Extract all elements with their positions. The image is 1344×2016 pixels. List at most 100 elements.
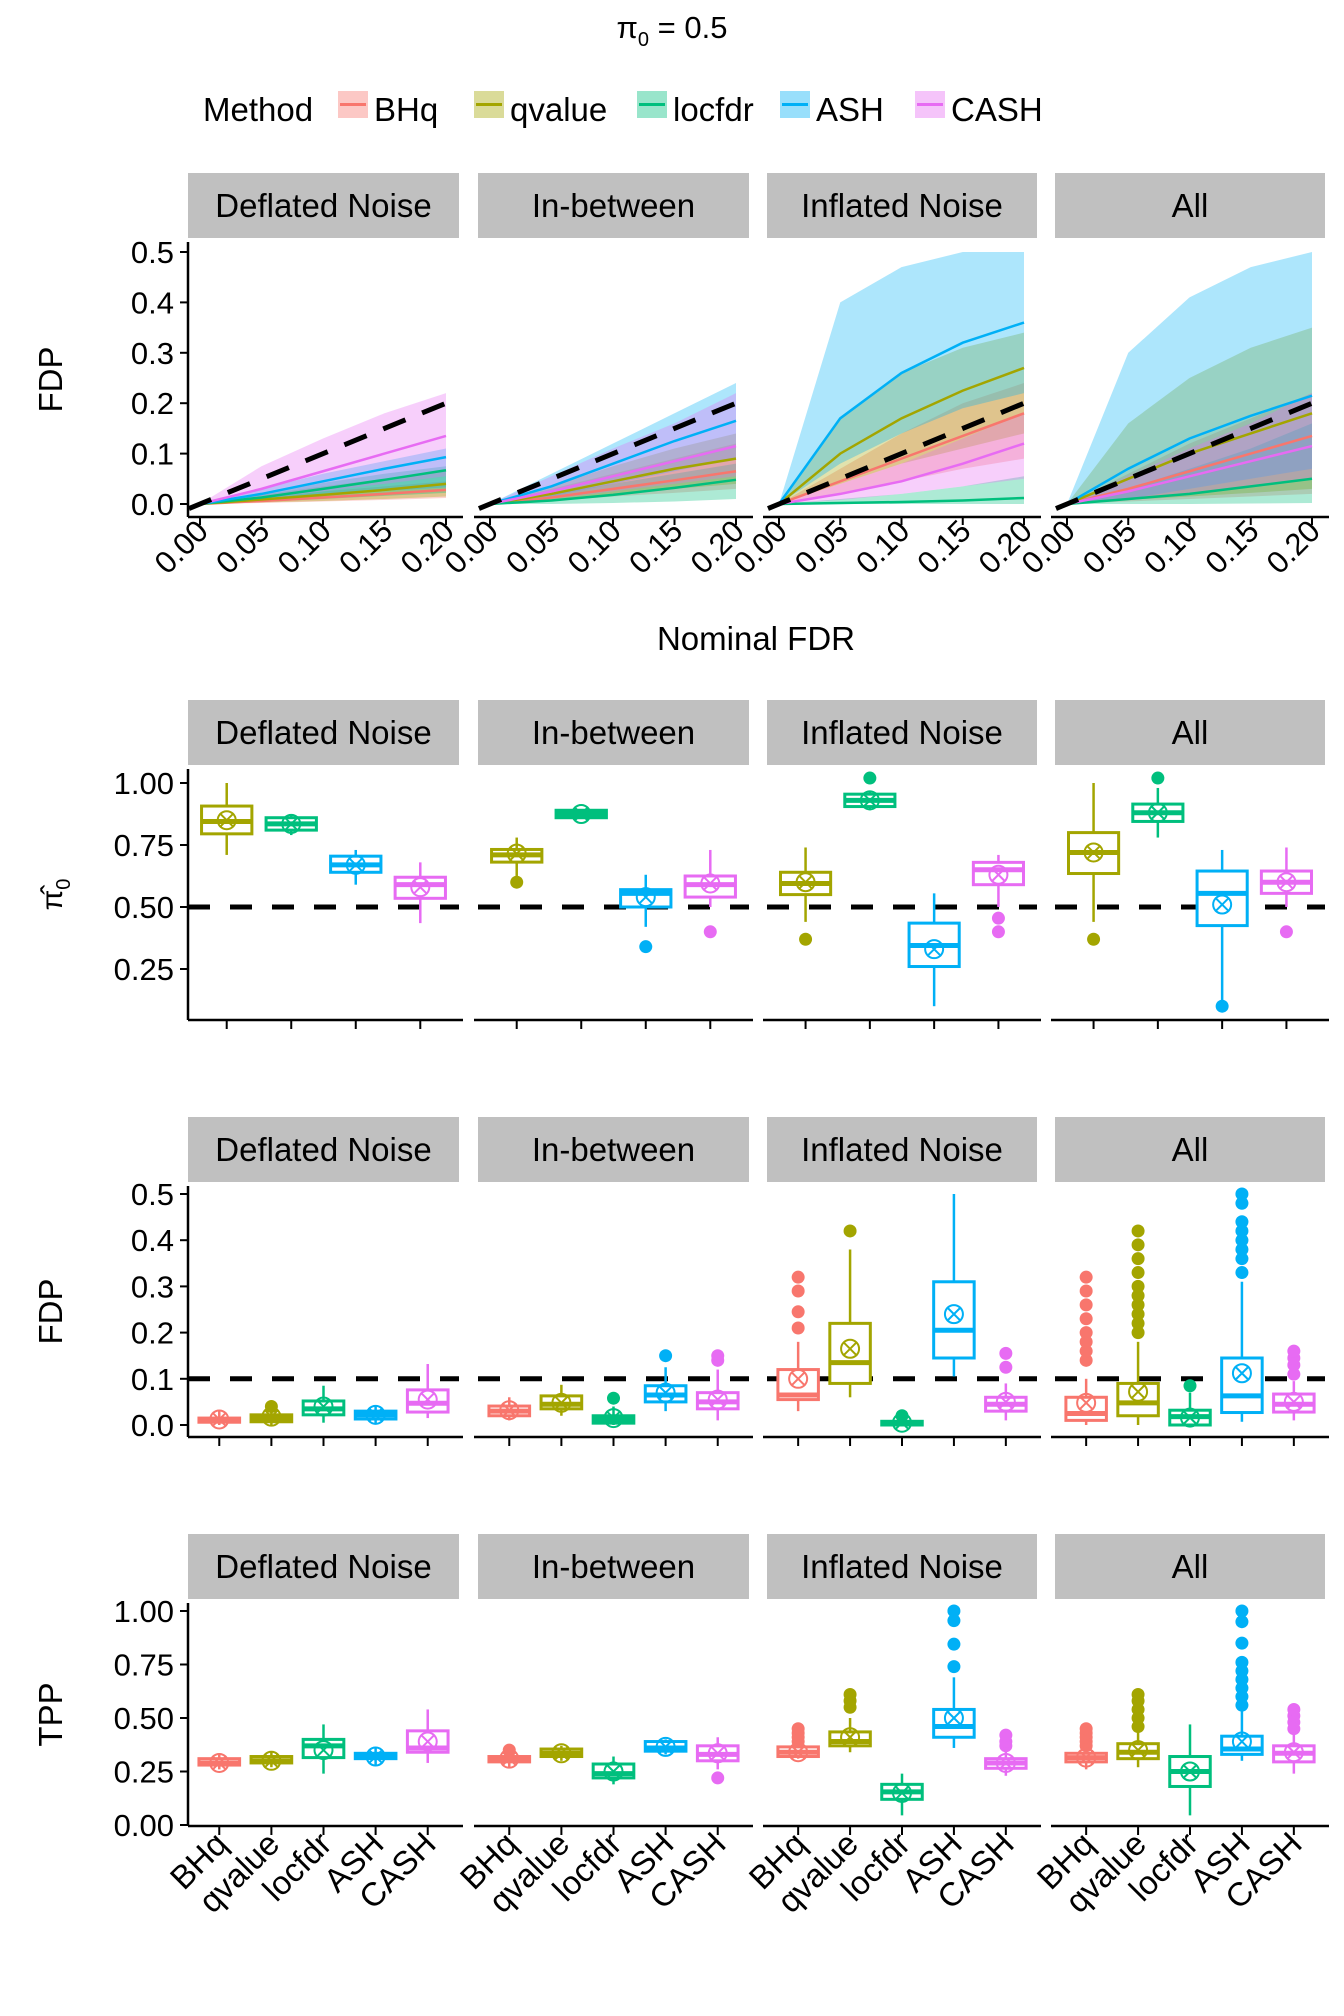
- mean-marker: [417, 1389, 438, 1410]
- outlier-point: [502, 1743, 516, 1757]
- mean-marker-cross: [263, 1753, 280, 1769]
- facet-label: In-between: [532, 714, 695, 751]
- outlier-point: [799, 932, 813, 946]
- y-axis: 0.00 0.25 0.50 0.75 1.00: [114, 1594, 190, 1843]
- outlier-point: [1079, 1335, 1093, 1349]
- outlier-point: [843, 1687, 857, 1701]
- facet-strip: [767, 700, 1037, 765]
- x-tick-label: 0.15: [622, 513, 689, 580]
- x-tick-label: 0.10: [849, 513, 916, 580]
- boxplot-cash: [695, 1349, 740, 1421]
- outlier-point: [947, 1637, 961, 1651]
- facet-label: In-between: [532, 1548, 695, 1585]
- ribbon-bhq: [779, 383, 1024, 504]
- outlier-point: [1131, 1687, 1145, 1701]
- x-tick-label: 0.10: [561, 513, 628, 580]
- x-tick-label: 0.15: [910, 513, 977, 580]
- mean-marker: [313, 1740, 334, 1761]
- mean-marker-cross: [420, 1733, 436, 1750]
- panel-all: All: [1051, 1117, 1329, 1446]
- mean-marker-cross: [211, 1755, 227, 1771]
- y-axis: 0.0 0.1 0.2 0.3 0.4 0.5: [131, 235, 190, 522]
- boxplot-cash: [984, 1728, 1028, 1776]
- y-tick-label: 0.5: [131, 235, 174, 270]
- boxplot-qvalue: [828, 1224, 872, 1398]
- box: [828, 1321, 872, 1385]
- mean-marker-cross: [605, 1410, 622, 1426]
- outlier-point: [991, 911, 1005, 925]
- boxplot-locfdr: [264, 813, 318, 836]
- outlier-point: [991, 925, 1005, 939]
- outlier-point: [1235, 1252, 1249, 1266]
- outlier-point: [264, 1400, 278, 1414]
- mean-line-ash: [489, 419, 737, 506]
- outlier-point: [1235, 1655, 1249, 1669]
- mean-marker: [551, 1392, 572, 1413]
- mean-marker-cross: [348, 857, 364, 873]
- boxplot-locfdr: [591, 1391, 636, 1429]
- mean-marker-cross: [1286, 1744, 1302, 1760]
- outlier-point: [1131, 1238, 1145, 1252]
- outlier-point: [1131, 1298, 1145, 1312]
- outlier-point: [703, 925, 717, 939]
- outlier-point: [999, 1728, 1013, 1742]
- outlier-point: [1287, 1344, 1301, 1358]
- mean-marker-cross: [946, 1306, 962, 1322]
- facet-strip: [767, 173, 1037, 238]
- boxplot-cash: [971, 854, 1025, 939]
- boxplot-bhq: [487, 1743, 532, 1769]
- mean-marker-cross: [1234, 1365, 1250, 1381]
- outlier-point: [639, 940, 653, 954]
- mean-marker-cross: [553, 1395, 570, 1411]
- outlier-point: [947, 1604, 961, 1618]
- mean-line-locfdr: [1066, 477, 1313, 506]
- outlier-point: [1279, 925, 1293, 939]
- mean-marker-cross: [998, 1755, 1014, 1771]
- facet-strip: [188, 1117, 459, 1182]
- boxplot-qvalue: [539, 1743, 584, 1764]
- mean-line-bhq: [1066, 434, 1313, 506]
- mean-marker-cross: [553, 1745, 570, 1762]
- legend-label: qvalue: [510, 91, 607, 128]
- facet-label: Deflated Noise: [215, 1131, 431, 1168]
- mean-marker-cross: [263, 1408, 280, 1425]
- legend: Method BHq qvalue locfdr ASH CASH: [203, 91, 1043, 128]
- facet-label: Inflated Noise: [801, 1548, 1003, 1585]
- ribbon-cash: [779, 413, 1024, 504]
- reference-line: [767, 396, 1036, 511]
- boxplot-ash: [907, 893, 961, 1007]
- boxplot-cash: [1272, 1702, 1316, 1774]
- facet-strip: [1055, 1117, 1325, 1182]
- ribbon-bhq: [1067, 393, 1312, 504]
- mean-marker: [1212, 894, 1233, 915]
- mean-marker: [209, 1409, 230, 1430]
- boxplot-cash: [1272, 1344, 1316, 1421]
- outlier-point: [1131, 1266, 1145, 1280]
- mean-marker: [506, 843, 527, 864]
- ribbon-ash: [779, 252, 1024, 504]
- facet-strip: [1055, 173, 1325, 238]
- boxplot-locfdr: [301, 1724, 346, 1774]
- facet-strip: [478, 1534, 749, 1599]
- boxplot-cash: [683, 849, 737, 939]
- legend-label: CASH: [951, 91, 1043, 128]
- boxplot-qvalue: [249, 1400, 294, 1427]
- x-tick-label: 0.15: [332, 513, 399, 580]
- boxplot-bhq: [1064, 1270, 1108, 1425]
- outlier-point: [791, 1722, 805, 1736]
- mean-marker-cross: [657, 1739, 674, 1755]
- outlier-point: [1131, 1224, 1145, 1238]
- mean-line-cash: [489, 444, 737, 506]
- outlier-point: [1235, 1615, 1249, 1629]
- mean-marker: [281, 813, 302, 834]
- outlier-point: [1235, 1215, 1249, 1229]
- boxplot-qvalue: [490, 837, 544, 889]
- boxplot-cash: [405, 1364, 450, 1419]
- boxplot-locfdr: [1168, 1724, 1212, 1816]
- y-tick-label: 1.00: [114, 766, 174, 801]
- mean-line-cash: [1066, 444, 1313, 506]
- title-symbol: π: [617, 10, 638, 45]
